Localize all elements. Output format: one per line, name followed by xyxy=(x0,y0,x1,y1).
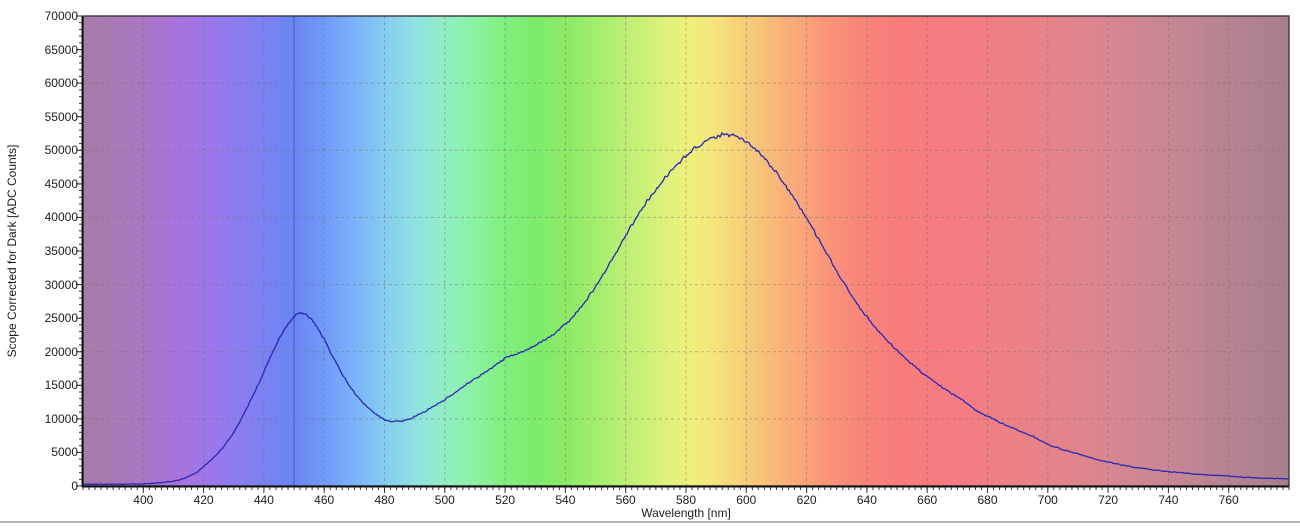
y-tick-label: 15000 xyxy=(44,378,78,393)
y-tick-label: 30000 xyxy=(44,277,78,292)
y-tick-label: 45000 xyxy=(44,176,78,191)
panel-bottom-divider xyxy=(0,521,1300,523)
x-tick-label: 740 xyxy=(1158,493,1179,507)
y-tick-label: 10000 xyxy=(44,411,78,426)
x-tick-label: 420 xyxy=(193,493,214,507)
y-tick-label: 5000 xyxy=(51,445,78,460)
x-axis-title: Wavelength [nm] xyxy=(641,506,731,520)
x-tick-label: 760 xyxy=(1218,493,1239,507)
y-tick-label: 25000 xyxy=(44,311,78,326)
x-tick-label: 540 xyxy=(555,493,576,507)
x-tick-label: 440 xyxy=(253,493,274,507)
x-tick-label: 640 xyxy=(856,493,877,507)
x-tick-label: 680 xyxy=(977,493,998,507)
x-tick-label: 720 xyxy=(1098,493,1119,507)
y-tick-label: 50000 xyxy=(44,143,78,158)
x-tick-label: 580 xyxy=(675,493,697,507)
x-tick-label: 600 xyxy=(736,493,757,507)
y-tick-label: 65000 xyxy=(44,42,78,57)
x-tick-label: 620 xyxy=(796,493,817,507)
x-tick-label: 400 xyxy=(133,493,154,507)
x-tick-label: 660 xyxy=(917,493,938,507)
y-tick-label: 40000 xyxy=(44,210,78,225)
x-tick-label: 560 xyxy=(615,493,636,507)
spectral-background xyxy=(83,16,1289,486)
y-tick-label: 0 xyxy=(71,479,78,493)
y-tick-label: 35000 xyxy=(44,244,78,258)
y-tick-label: 55000 xyxy=(44,109,78,124)
x-tick-label: 480 xyxy=(374,493,395,507)
y-tick-label: 60000 xyxy=(44,76,78,91)
y-axis-title: Scope Corrected for Dark [ADC Counts] xyxy=(5,144,19,358)
y-tick-label: 70000 xyxy=(44,9,78,23)
x-tick-label: 460 xyxy=(314,493,335,507)
spectrum-trace xyxy=(82,132,1290,486)
x-tick-label: 500 xyxy=(434,493,455,507)
x-tick-label: 520 xyxy=(495,493,516,507)
y-tick-label: 20000 xyxy=(44,344,78,359)
x-tick-label: 700 xyxy=(1037,493,1058,507)
